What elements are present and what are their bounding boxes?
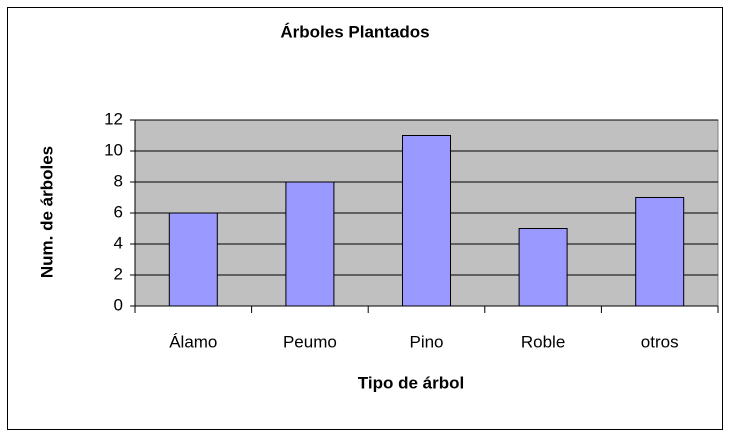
bar (635, 197, 685, 307)
y-axis-label: Num. de árboles (37, 146, 56, 278)
y-tick-label: 4 (114, 233, 123, 252)
bar (285, 181, 335, 307)
y-tick-label: 2 (114, 264, 123, 283)
y-tick-label: 0 (114, 295, 123, 314)
chart-title: Árboles Plantados (280, 22, 429, 41)
y-tick-label: 12 (104, 109, 123, 128)
x-tick-label: Pino (409, 332, 443, 351)
x-axis-label: Tipo de árbol (358, 373, 464, 392)
bar (402, 135, 451, 307)
x-tick-label: Álamo (169, 332, 217, 351)
bar (518, 228, 568, 307)
y-tick-label: 8 (114, 171, 123, 190)
x-tick-label: otros (641, 332, 679, 351)
y-tick-label: 6 (114, 202, 123, 221)
y-tick-label: 10 (104, 140, 123, 159)
bar (168, 212, 218, 307)
x-tick-label: Peumo (283, 332, 337, 351)
x-tick-label: Roble (521, 332, 565, 351)
